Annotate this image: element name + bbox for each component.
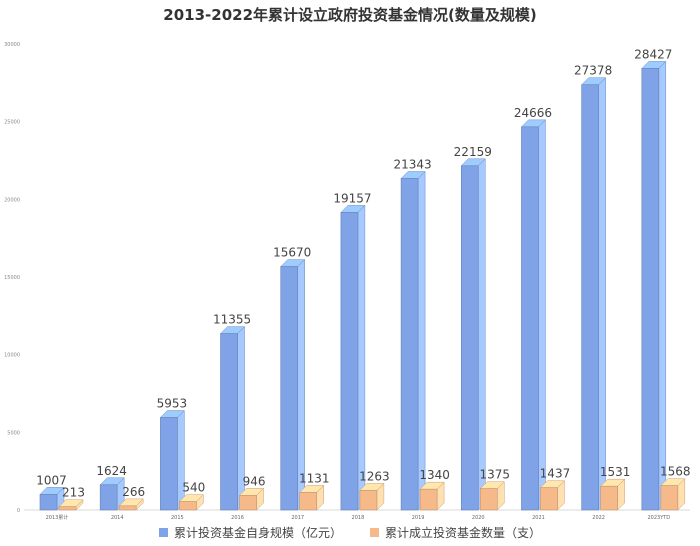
bar-fund-count	[299, 492, 318, 511]
bar-side-scale	[538, 119, 546, 511]
data-label-fund-count: 213	[62, 486, 85, 500]
y-tick-label: 20000	[4, 197, 20, 203]
bar-fund-count	[540, 487, 558, 511]
legend-item-fund-count: 累计成立投资基金数量（支）	[370, 524, 541, 541]
data-label-fund-count: 266	[122, 485, 145, 499]
bar-side-scale	[598, 77, 606, 511]
bar-fund-count	[179, 501, 197, 511]
bar-side-scale	[177, 409, 185, 511]
y-tick-label: 0	[17, 508, 20, 514]
x-tick-label: 2023YTD	[647, 515, 670, 520]
data-label-fund-count: 1531	[600, 465, 631, 479]
data-label-fund-count: 1437	[540, 467, 571, 481]
bar-fund-count	[359, 490, 378, 511]
x-tick-label: 2014	[111, 515, 124, 520]
data-label-fund-scale: 27378	[574, 64, 612, 78]
data-label-fund-count: 1263	[359, 469, 390, 483]
bar-fund-scale	[280, 266, 299, 511]
bar-fund-count	[419, 488, 438, 511]
data-label-fund-scale: 28427	[634, 47, 672, 61]
legend-label-fund-count: 累计成立投资基金数量（支）	[385, 526, 542, 540]
x-tick-label: 2019	[412, 515, 425, 520]
data-label-fund-count: 540	[182, 481, 205, 495]
data-label-fund-count: 946	[243, 474, 266, 488]
chart-legend: 累计投资基金自身规模（亿元） 累计成立投资基金数量（支）	[0, 524, 700, 541]
bar-fund-count	[660, 485, 679, 511]
bar-fund-scale	[160, 417, 178, 511]
y-tick-label: 10000	[4, 353, 20, 359]
bar-fund-scale	[521, 126, 539, 511]
data-label-fund-count: 1568	[660, 465, 691, 479]
bar-fund-scale	[400, 178, 419, 511]
bar-fund-scale	[99, 484, 118, 511]
bar-fund-scale	[220, 333, 238, 511]
x-tick-label: 2017	[291, 515, 304, 520]
x-tick-label: 2015	[171, 515, 184, 520]
legend-swatch-orange	[370, 528, 379, 537]
data-label-fund-scale: 1007	[36, 473, 67, 487]
bar-fund-count	[600, 485, 618, 511]
y-tick-label: 30000	[4, 42, 20, 48]
legend-label-fund-scale: 累计投资基金自身规模（亿元）	[173, 526, 342, 540]
x-tick-label: 2018	[352, 515, 365, 520]
bar-fund-scale	[340, 212, 359, 511]
y-tick-label: 25000	[4, 120, 20, 126]
data-label-fund-scale: 21343	[393, 157, 431, 171]
x-tick-label: 2022	[592, 515, 605, 520]
chart-title: 2013-2022年累计设立政府投资基金情况(数量及规模)	[163, 6, 537, 24]
data-label-fund-count: 1131	[299, 471, 330, 485]
bar-fund-scale	[581, 84, 599, 511]
bar-side-scale	[478, 158, 486, 511]
data-label-fund-count: 1340	[419, 468, 450, 482]
bar-side-scale	[658, 60, 667, 511]
data-label-fund-scale: 19157	[333, 191, 371, 205]
y-tick-label: 15000	[4, 275, 20, 281]
bar-fund-scale	[641, 68, 660, 511]
data-label-fund-scale: 15670	[273, 246, 311, 260]
data-label-fund-scale: 22159	[454, 145, 492, 159]
legend-swatch-blue	[158, 528, 168, 537]
y-tick-label: 5000	[7, 430, 20, 436]
data-label-fund-scale: 24666	[514, 106, 552, 120]
bar-fund-count	[58, 506, 77, 511]
data-label-fund-scale: 5953	[157, 397, 188, 411]
x-tick-label: 2020	[472, 515, 485, 520]
bar-side-scale	[417, 170, 426, 511]
bar-fund-count	[239, 495, 257, 511]
bar-side-scale	[357, 204, 366, 511]
x-tick-label: 2013累计	[46, 514, 69, 520]
legend-item-fund-scale: 累计投资基金自身规模（亿元）	[158, 524, 342, 541]
bar-fund-count	[479, 488, 498, 511]
x-tick-label: 2021	[532, 515, 545, 520]
data-label-fund-count: 1375	[479, 468, 510, 482]
bar-fund-count	[118, 505, 137, 511]
bar-fund-scale	[39, 494, 58, 511]
bar-fund-scale	[460, 165, 479, 511]
data-label-fund-scale: 1624	[96, 464, 127, 478]
x-tick-label: 2016	[231, 515, 244, 520]
data-label-fund-scale: 11355	[213, 313, 251, 327]
